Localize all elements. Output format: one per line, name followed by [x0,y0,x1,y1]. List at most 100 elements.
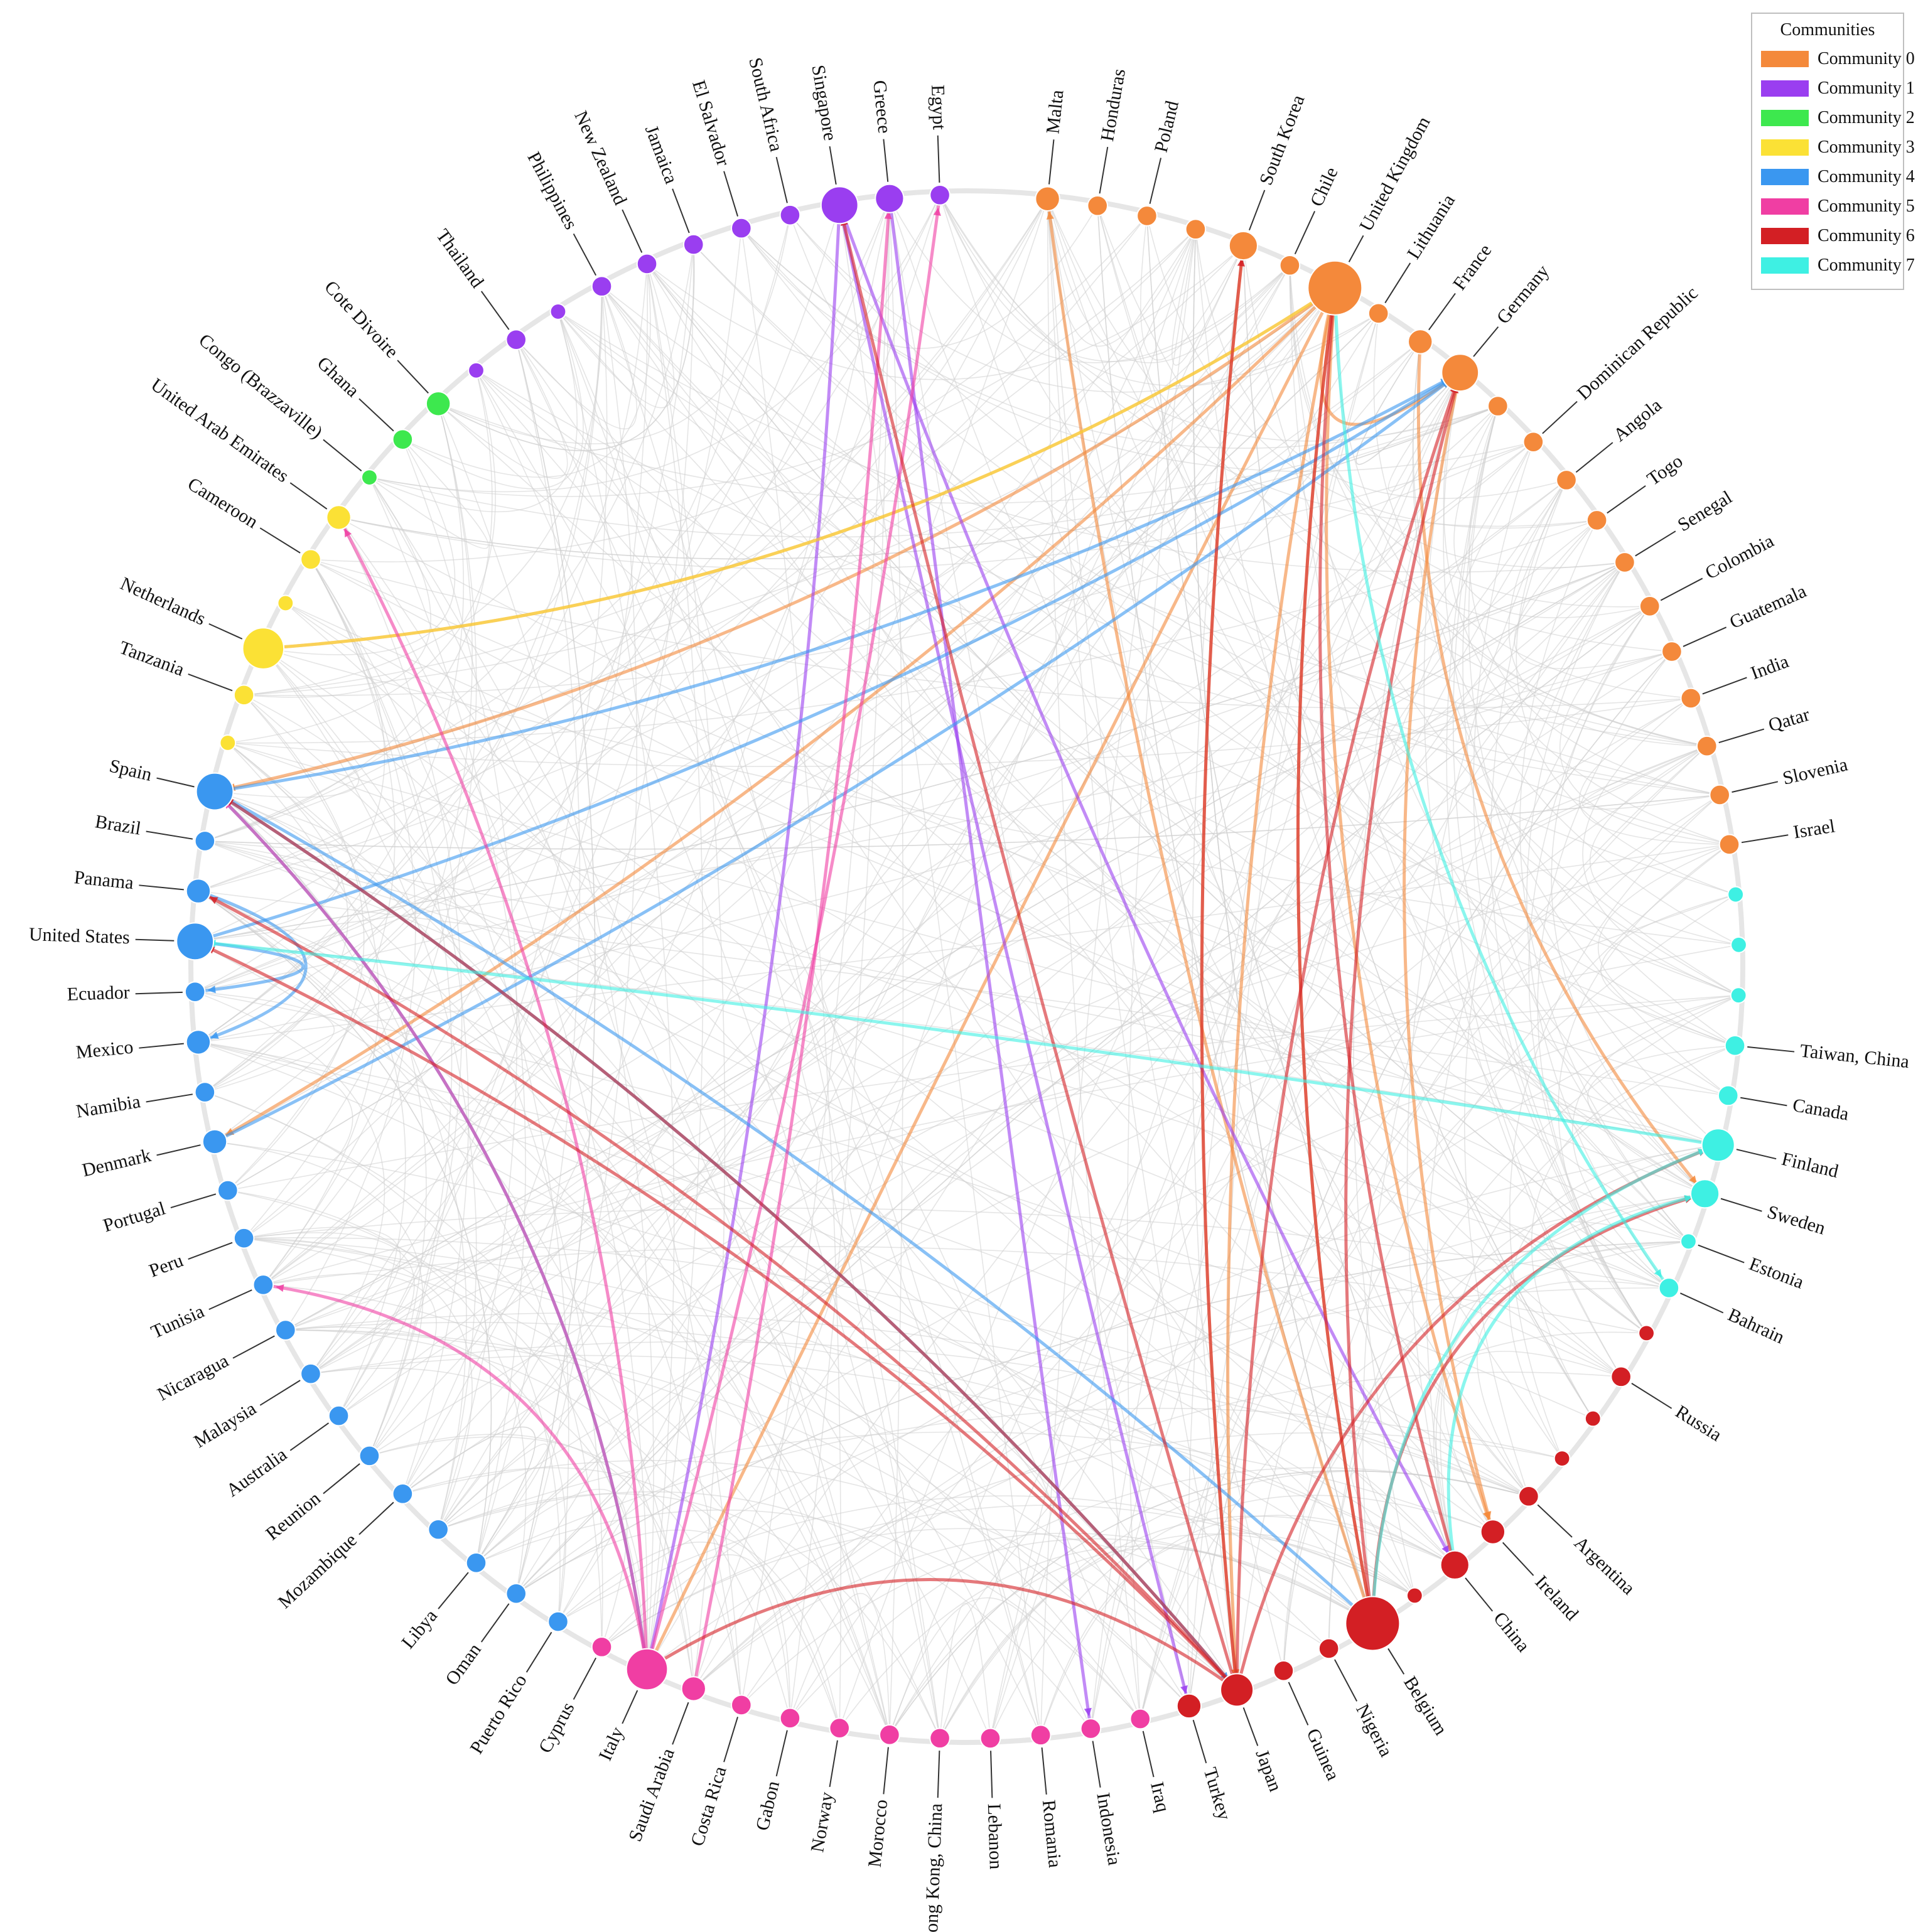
node-qatar [1696,735,1718,757]
leader-line [1099,146,1109,194]
node-malaysia [300,1363,321,1385]
edge-arrowhead [1484,1511,1492,1520]
node-portugal [217,1179,239,1201]
node-malta [1035,186,1060,212]
edge-belgium-to-germany [1344,372,1462,1624]
background-edge [310,228,742,1375]
edge-japan-to-germany [1235,372,1462,1690]
leader-line [1288,1682,1309,1725]
background-edge [262,244,694,1285]
edge-japan-to-panama [197,889,1238,1692]
node-label: Mexico [75,1037,134,1063]
node-nicaragua [275,1319,296,1341]
background-edge [402,439,518,1530]
node-hong-kong-china [929,1727,951,1749]
background-edge [227,1189,527,1594]
node-united-arab-emirates [326,505,352,530]
leader-line [883,1747,889,1795]
node-label: Finland [1780,1149,1841,1182]
node-slovenia [1709,784,1730,806]
node-label: Romania [1038,1799,1065,1869]
background-edge [1289,265,1707,747]
background-edge [601,1528,1330,1650]
background-edge [1242,245,1739,996]
leader-line [1720,1198,1762,1212]
legend-swatch [1761,50,1809,67]
node-new-zealand [636,253,658,275]
node-united-kingdom [1307,260,1363,316]
node-label: Reunion [262,1488,325,1544]
node-label: Philippines [523,148,581,233]
background-edge [1139,794,1720,1719]
node-label: Japan [1251,1747,1286,1795]
background-edge [198,890,890,1736]
leader-line [139,884,184,891]
background-edge [1509,1144,1718,1459]
node-label: Saudi Arabia [625,1746,679,1844]
background-edge [285,1326,567,1622]
legend-swatch [1761,168,1809,185]
background-edge [1452,405,1647,1334]
node-peru [233,1227,255,1249]
background-edge [262,228,1197,1285]
leader-line [1698,1244,1745,1264]
node-label: Lebanon [984,1803,1006,1870]
background-edge [558,264,675,409]
background-edge [205,840,1622,1378]
edge-arrowhead [210,1031,219,1039]
background-edge [558,311,1720,796]
background-edge [195,562,1625,992]
leader-line [1502,1542,1534,1576]
background-edge [195,562,1625,942]
node-brazil [194,830,216,852]
background-edge [198,287,1335,892]
node-label: Taiwan, China [1799,1040,1910,1072]
background-edge [1328,1144,1718,1649]
background-edge [402,198,890,1495]
edge-arrowhead [207,985,216,994]
leader-line [323,439,362,472]
legend-title: Communities [1780,20,1875,40]
leader-line [1348,235,1364,262]
edge-united-kingdom-to-denmark [213,286,1337,1144]
background-edge [1490,480,1647,1334]
background-edge [198,1041,1373,1624]
leader-line [358,1501,394,1535]
node-label: Ecuador [67,982,130,1004]
background-edge [310,1341,1529,1497]
background-edge [214,198,890,1142]
node-label: Russia [1672,1401,1725,1445]
background-edge [939,195,1597,527]
edge-singapore-to-china [838,204,1457,1566]
background-edge [1468,405,1719,1146]
leader-line [232,1335,275,1359]
node-unlabeled [1638,1324,1655,1342]
background-edge [338,264,648,1416]
background-edge [214,791,1494,1533]
background-edge [285,944,1739,1331]
node-label: Malta [1042,89,1067,135]
node-el-salvador [731,217,752,239]
node-label: Tunisia [148,1301,208,1343]
legend-swatch [1761,109,1809,126]
node-label: Netherlands [117,573,209,630]
leader-line [1242,1707,1259,1746]
background-edge [646,263,1669,1289]
legend-item-community-6: Community 6 [1761,221,1915,250]
node-label: Gabon [752,1779,784,1832]
node-reunion [358,1445,380,1467]
node-ireland [1480,1519,1506,1545]
background-edge [939,1471,1529,1739]
background-edge [369,439,489,549]
background-edge [402,1426,536,1564]
node-cyprus [591,1636,613,1658]
leader-line [1387,1648,1405,1675]
background-edge [204,286,603,1093]
edge-united-kingdom-to-netherlands [263,286,1336,650]
background-edge [195,991,1593,1419]
leader-line [1635,530,1676,557]
node-label: Brazil [94,811,143,839]
background-edge [198,651,1673,1043]
background-edge [402,1426,536,1564]
background-edge [1139,746,1708,1719]
